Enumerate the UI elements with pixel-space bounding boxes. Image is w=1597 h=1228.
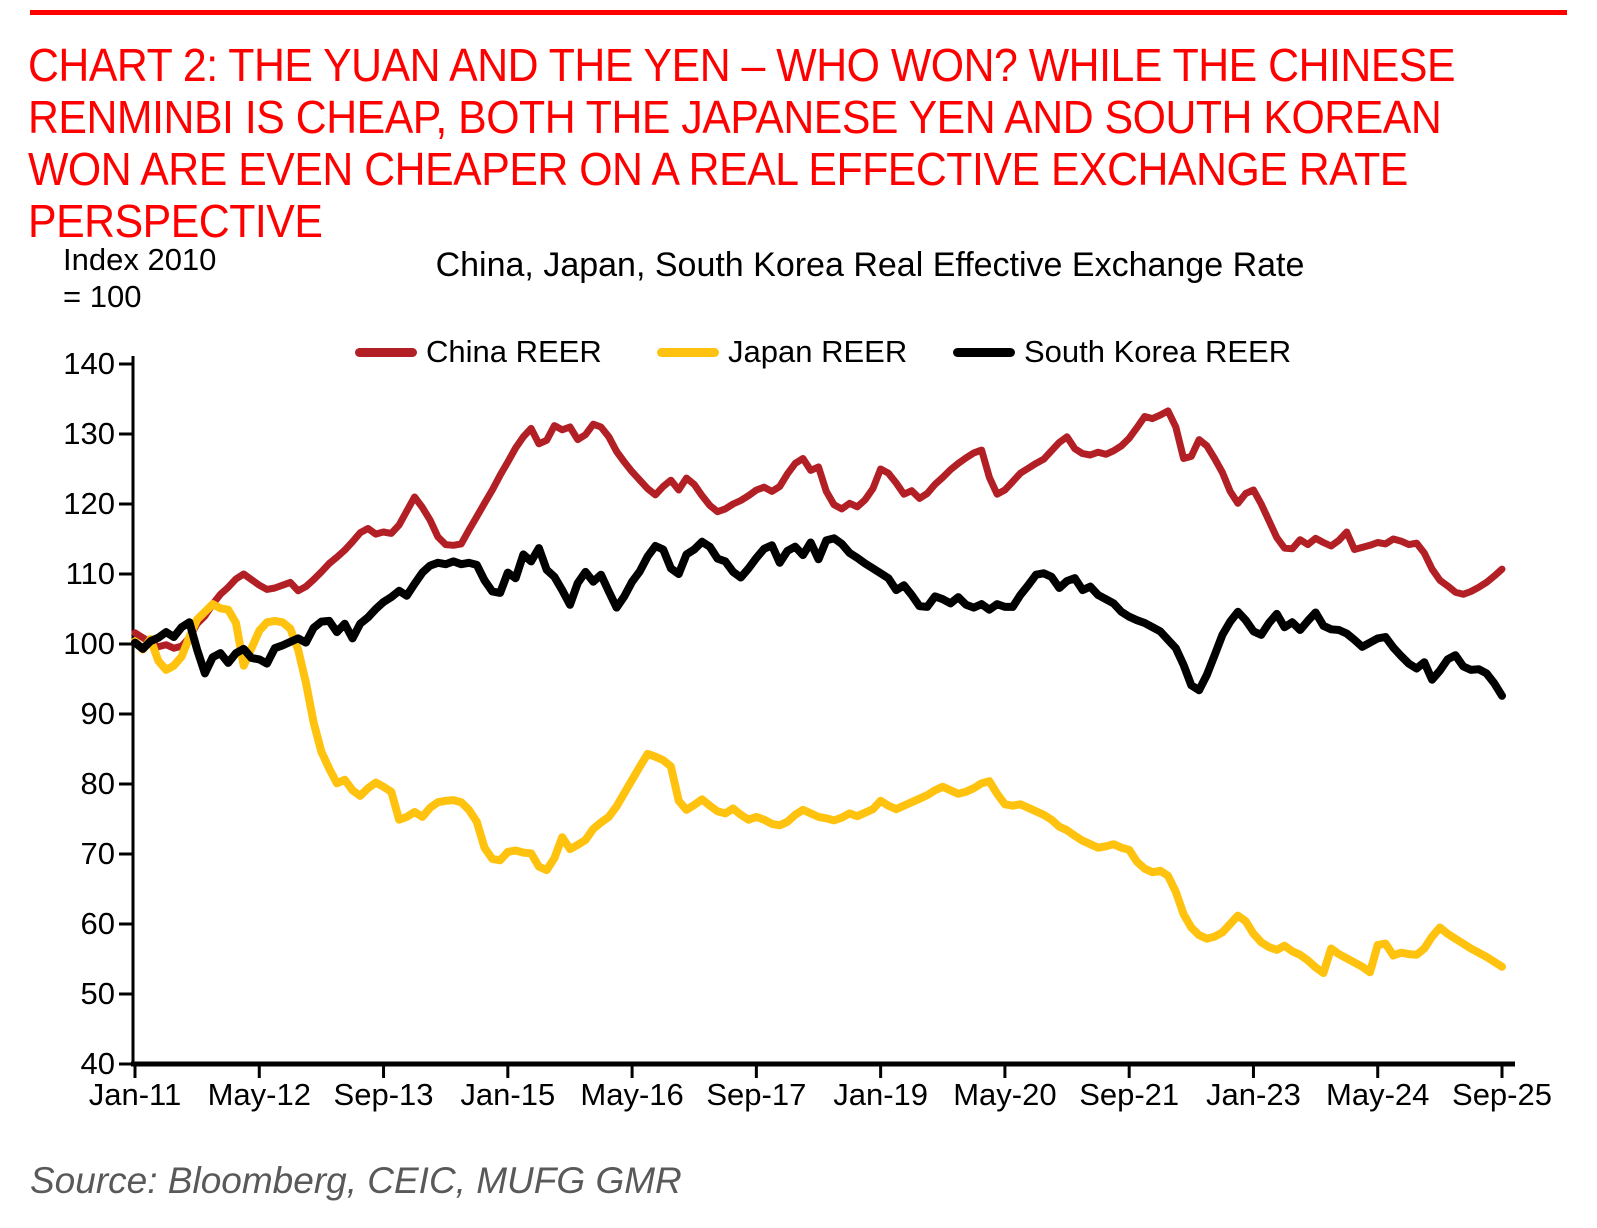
x-tick-label: May-20 [953,1077,1057,1112]
y-tick-label: 120 [63,486,115,521]
series-line-south-korea-reer [131,534,1506,700]
y-tick-label: 110 [65,556,115,591]
chart-title: China, Japan, South Korea Real Effective… [435,246,1305,284]
x-tick-label: Sep-21 [1079,1077,1180,1112]
legend-label: Japan REER [728,334,908,369]
legend-swatch-icon [657,347,719,357]
series-line-china-reer [131,407,1506,652]
legend-item-south-korea-reer: South Korea REER [953,334,1292,369]
x-tick-label: Sep-13 [333,1077,434,1112]
top-rule-divider [30,10,1567,15]
x-tick-label: May-16 [580,1077,684,1112]
page-title: CHART 2: THE YUAN AND THE YEN – WHO WON?… [28,39,1456,247]
legend-label: China REER [426,334,602,369]
y-tick-label: 140 [63,346,115,381]
legend-item-china-reer: China REER [355,334,602,369]
y-tick-label: 50 [80,976,115,1011]
source-note: Source: Bloomberg, CEIC, MUFG GMR [30,1160,682,1201]
legend-swatch-icon [953,347,1015,357]
x-tick-label: Jan-11 [88,1077,182,1112]
y-tick-label: 80 [80,766,115,801]
x-tick-label: May-24 [1326,1077,1430,1112]
x-tick-label: Sep-25 [1452,1077,1552,1112]
legend-item-japan-reer: Japan REER [657,334,908,369]
legend-swatch-icon [355,347,417,357]
x-tick-label: Sep-17 [706,1077,807,1112]
x-tick-label: Jan-23 [1206,1077,1301,1112]
y-axis-unit-line1: Index 2010 [63,242,217,277]
x-tick-label: Jan-19 [833,1077,929,1112]
x-tick-label: May-12 [207,1077,311,1112]
y-tick-label: 130 [63,416,115,451]
y-axis-unit-line2: = 100 [63,278,142,314]
x-tick-label: Jan-15 [460,1077,556,1112]
y-tick-label: 60 [80,906,115,941]
legend-label: South Korea REER [1024,334,1292,369]
y-tick-label: 40 [80,1046,115,1081]
y-tick-label: 100 [63,626,115,661]
y-axis-unit-note: Index 2010 = 100 [63,242,216,315]
y-tick-label: 70 [80,836,115,871]
y-tick-label: 90 [80,696,115,731]
series-line-japan-reer [131,600,1506,977]
